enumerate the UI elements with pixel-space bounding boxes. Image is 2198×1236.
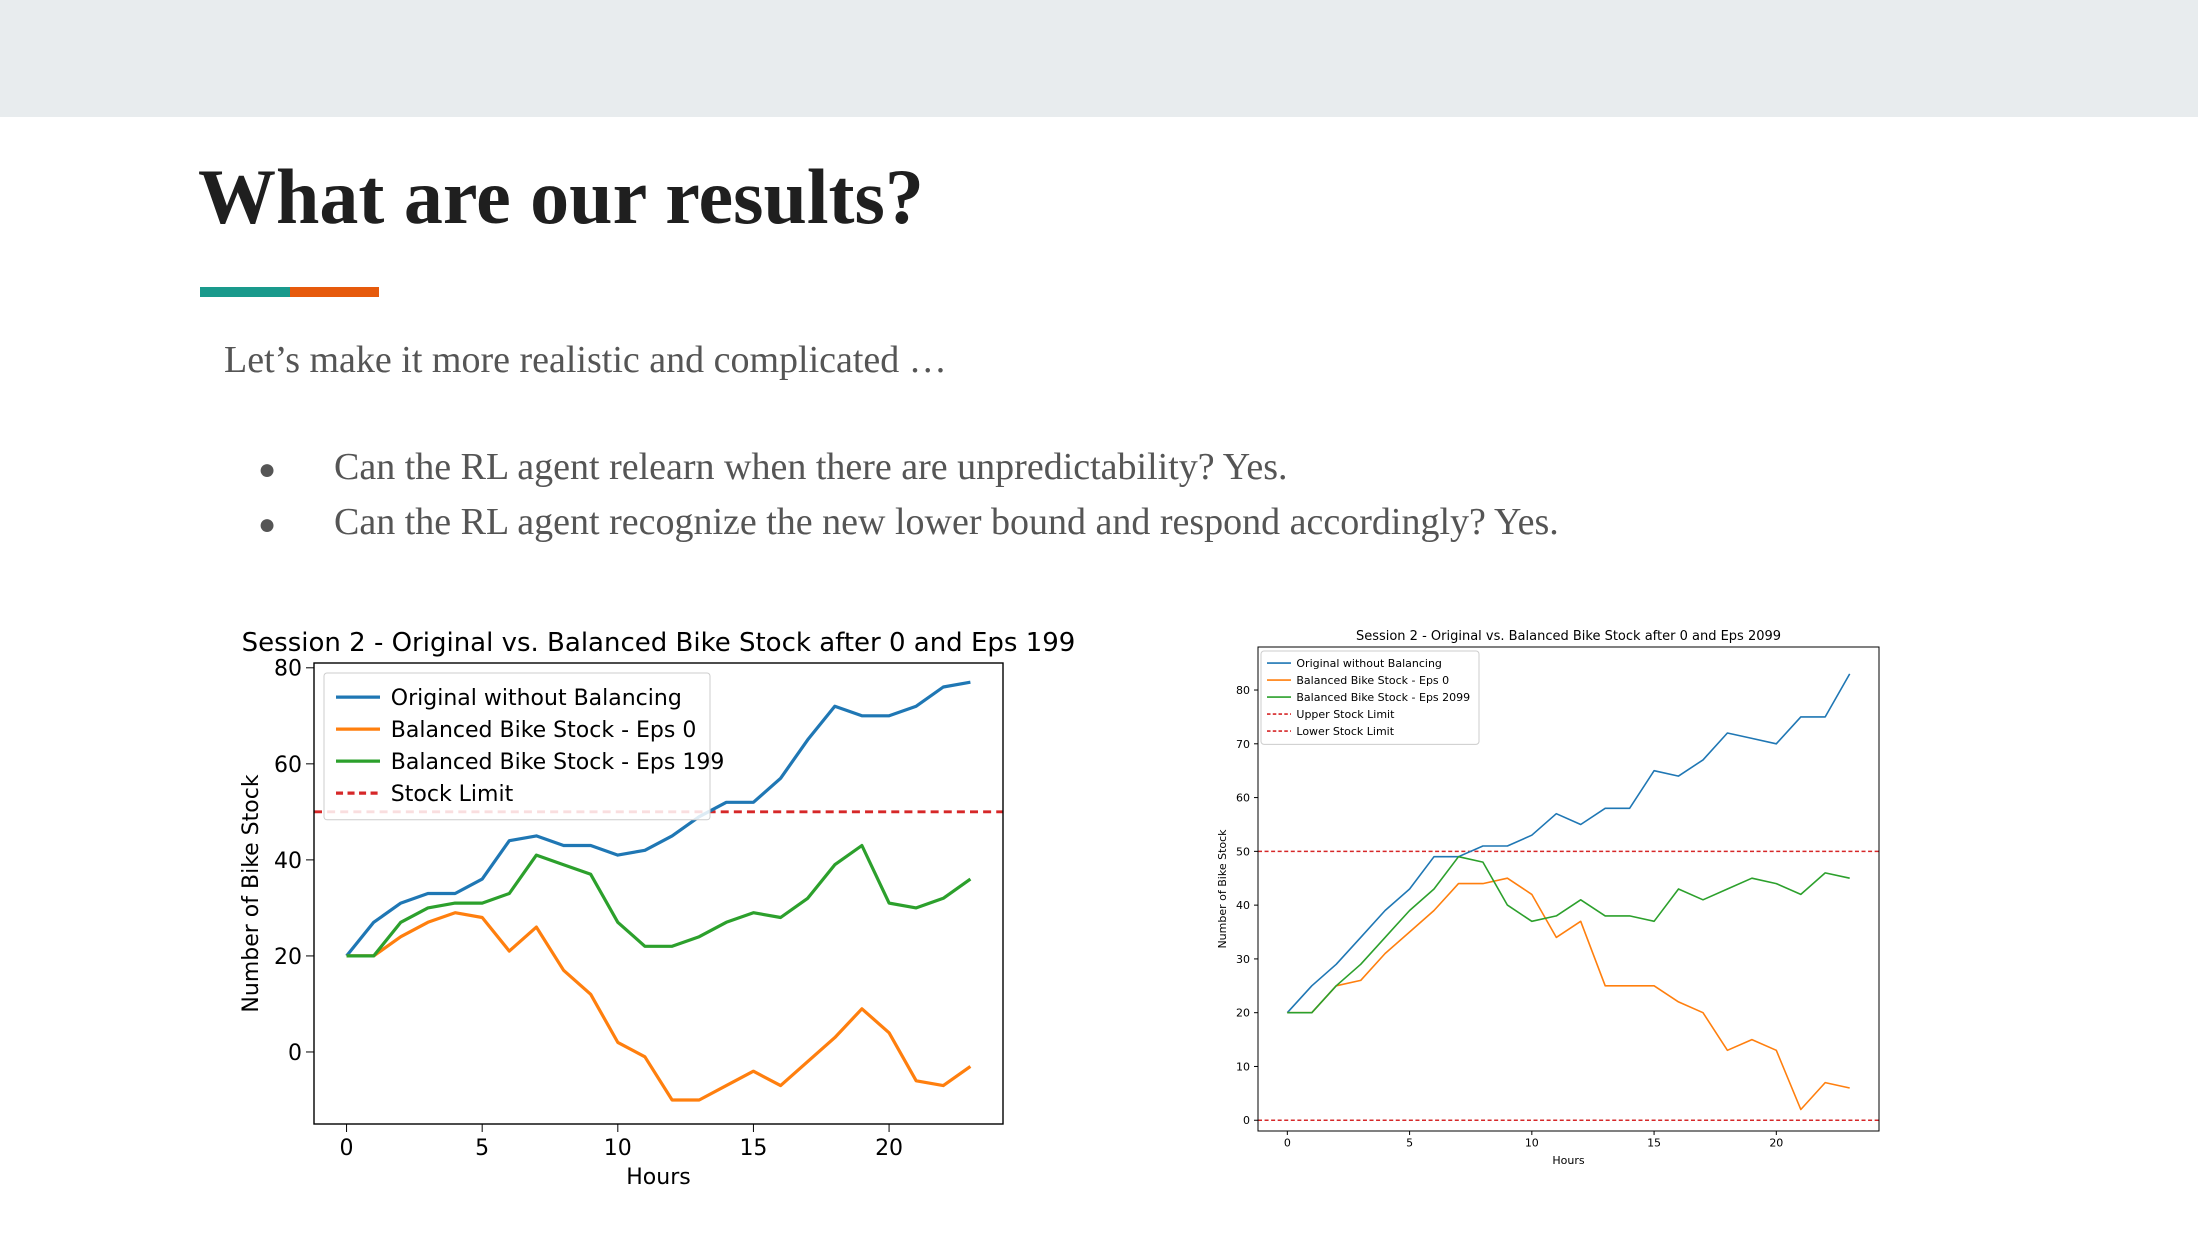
legend-box <box>323 672 711 821</box>
y-tick-label: 20 <box>1236 1007 1250 1020</box>
x-tick-label: 10 <box>1525 1137 1539 1150</box>
x-axis-label: Hours <box>1552 1154 1584 1167</box>
x-tick-label: 0 <box>340 1136 354 1161</box>
chart-title: Session 2 - Original vs. Balanced Bike S… <box>242 628 1076 658</box>
series-line <box>1286 673 1851 1014</box>
legend-label: Lower Stock Limit <box>1296 725 1394 738</box>
x-tick-label: 20 <box>875 1136 903 1161</box>
x-tick-label: 15 <box>1647 1137 1661 1150</box>
bullet-item: ● Can the RL agent relearn when there are… <box>258 440 1559 495</box>
chart-title: Session 2 - Original vs. Balanced Bike S… <box>1356 629 1781 644</box>
y-tick-label: 20 <box>274 945 302 970</box>
bullet-list: ● Can the RL agent relearn when there are… <box>258 440 1559 550</box>
x-axis-label: Hours <box>626 1165 690 1190</box>
legend-label: Original without Balancing <box>1296 657 1442 670</box>
x-tick-label: 15 <box>739 1136 767 1161</box>
legend-label: Balanced Bike Stock - Eps 0 <box>391 718 697 743</box>
title-accent-teal <box>200 287 290 297</box>
x-tick-label: 20 <box>1769 1137 1783 1150</box>
series-line <box>346 911 972 1102</box>
plot-frame <box>313 662 1004 1125</box>
legend-label: Upper Stock Limit <box>1296 708 1395 721</box>
x-tick-label: 5 <box>475 1136 489 1161</box>
x-tick-label: 5 <box>1406 1137 1413 1150</box>
legend-label: Balanced Bike Stock - Eps 2099 <box>1296 691 1470 704</box>
x-tick-label: 0 <box>1284 1137 1291 1150</box>
x-tick-label: 10 <box>604 1136 632 1161</box>
slide-title: What are our results? <box>198 153 924 240</box>
series-line <box>1287 877 1850 1111</box>
y-tick-label: 10 <box>1236 1060 1250 1073</box>
y-tick-label: 50 <box>1236 845 1250 858</box>
y-axis-label: Number of Bike Stock <box>1216 829 1229 949</box>
bullet-text: Can the RL agent recognize the new lower… <box>334 501 1559 543</box>
y-tick-label: 40 <box>1236 899 1250 912</box>
plot-frame <box>1257 646 1880 1132</box>
y-tick-label: 60 <box>1236 792 1250 805</box>
y-tick-label: 0 <box>288 1041 302 1066</box>
bullet-item: ● Can the RL agent recognize the new lowe… <box>258 495 1559 550</box>
bullet-dot-icon: ● <box>258 508 277 541</box>
top-band <box>0 0 2198 117</box>
legend-label: Balanced Bike Stock - Eps 199 <box>391 750 725 775</box>
legend-label: Stock Limit <box>391 782 514 807</box>
y-tick-label: 80 <box>274 657 302 682</box>
y-tick-label: 40 <box>274 849 302 874</box>
y-tick-label: 80 <box>1236 684 1250 697</box>
bullet-text: Can the RL agent relearn when there are … <box>334 446 1288 488</box>
legend-label: Balanced Bike Stock - Eps 0 <box>1296 674 1449 687</box>
series-line <box>1287 855 1850 1014</box>
y-tick-label: 60 <box>274 753 302 778</box>
y-tick-label: 70 <box>1236 738 1250 751</box>
y-tick-label: 30 <box>1236 953 1250 966</box>
series-line <box>346 843 972 958</box>
series-line <box>345 680 971 957</box>
slide-subtitle: Let’s make it more realistic and complic… <box>224 339 947 381</box>
title-accent-orange <box>290 287 379 297</box>
legend-label: Original without Balancing <box>391 686 682 711</box>
legend-box <box>1260 650 1480 745</box>
bullet-dot-icon: ● <box>258 453 277 486</box>
y-tick-label: 0 <box>1243 1114 1250 1127</box>
y-axis-label: Number of Bike Stock <box>239 774 264 1012</box>
